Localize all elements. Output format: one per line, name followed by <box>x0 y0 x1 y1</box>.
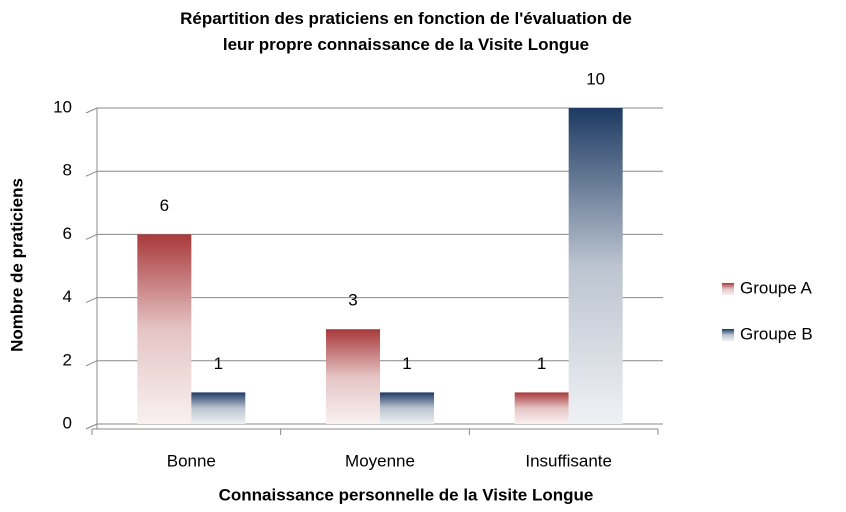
y-tick-label: 2 <box>63 350 72 369</box>
y-tick-label: 10 <box>53 97 72 116</box>
y-tick <box>85 423 98 430</box>
y-tick-label: 8 <box>63 161 72 180</box>
y-axis-title: Nombre de praticiens <box>7 178 26 352</box>
bar <box>514 392 569 424</box>
legend-swatch <box>722 329 734 341</box>
legend-label: Groupe A <box>740 278 812 297</box>
data-label: 3 <box>348 291 357 310</box>
y-tick-label: 0 <box>63 413 72 432</box>
x-tick-label: Insuffisante <box>525 451 612 470</box>
y-tick-label: 6 <box>63 224 72 243</box>
legend-swatch <box>722 283 734 295</box>
y-tick-label: 4 <box>63 287 72 306</box>
x-axis-title: Connaissance personnelle de la Visite Lo… <box>219 485 594 504</box>
bar <box>137 234 192 424</box>
data-label: 1 <box>537 354 546 373</box>
x-tick-label: Bonne <box>167 451 216 470</box>
y-tick <box>85 170 98 177</box>
bar <box>191 392 246 424</box>
y-tick <box>85 297 98 304</box>
legend-label: Groupe B <box>740 324 813 343</box>
data-label: 1 <box>214 354 223 373</box>
data-label: 6 <box>160 196 169 215</box>
y-tick <box>85 107 98 114</box>
bar <box>568 108 623 424</box>
x-tick-label: Moyenne <box>345 451 415 470</box>
y-tick <box>85 360 98 367</box>
y-tick <box>85 233 98 240</box>
bar <box>380 392 434 424</box>
chart-title: Répartition des praticiens en fonction d… <box>180 9 632 54</box>
data-label: 10 <box>586 69 605 88</box>
bar <box>326 329 380 424</box>
data-label: 1 <box>402 354 411 373</box>
